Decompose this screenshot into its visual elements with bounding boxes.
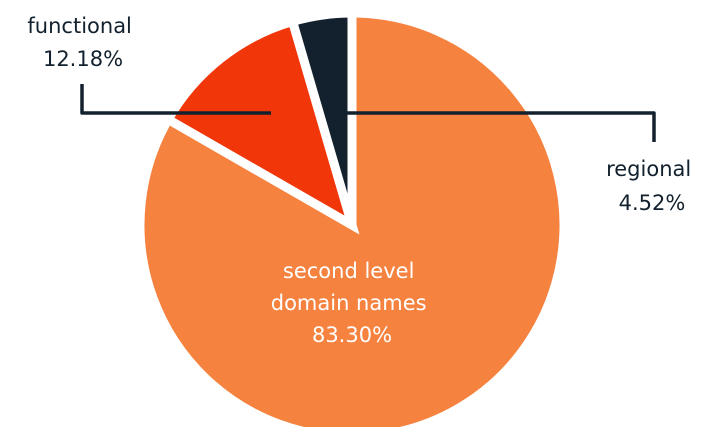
slice-value-regional: 4.52%	[619, 191, 686, 215]
leader-line-functional	[80, 84, 271, 115]
slice-label-second-level: second level domain names 83.30%	[271, 259, 434, 347]
slice-label-regional: regional 4.52%	[606, 157, 698, 215]
leader-lines	[80, 84, 656, 142]
pie-slices	[135, 8, 569, 427]
slice-second-level-domain-names	[135, 8, 569, 427]
slice-regional	[287, 8, 357, 227]
leader-line-regional	[342, 111, 656, 142]
slice-label-functional: functional 12.18%	[27, 14, 138, 71]
slice-value-functional: 12.18%	[43, 47, 123, 71]
slice-value-second-level: 83.30%	[312, 323, 392, 347]
